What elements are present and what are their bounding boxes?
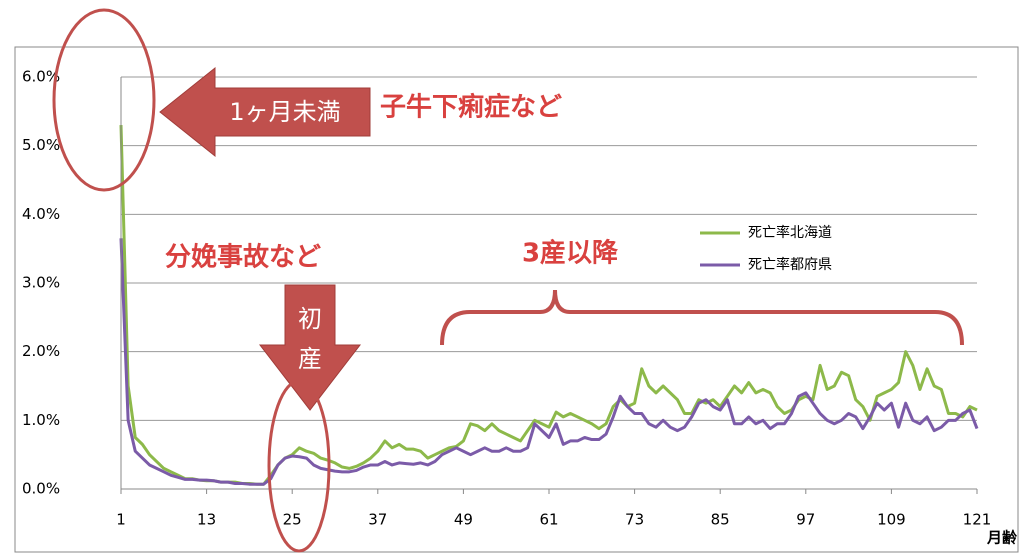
y-tick-label: 0.0% <box>22 480 60 498</box>
down-arrow <box>258 284 362 411</box>
y-tick-label: 1.0% <box>22 411 60 429</box>
axes: 0.0% 1.0% 2.0% 3.0% 4.0% 5.0% 6.0% 1 13 25 37 49 61 7… <box>22 68 1018 547</box>
x-tick-label: 25 <box>283 511 302 529</box>
annotation: 産 <box>298 345 322 373</box>
lines <box>119 125 979 486</box>
x-tick-label: 73 <box>625 511 644 529</box>
x-tick-label: 37 <box>368 511 387 529</box>
series-line <box>119 238 979 486</box>
annotation: 初 <box>298 305 322 333</box>
y-tick-label: 6.0% <box>22 68 60 86</box>
annotation: 3産以降 <box>522 238 619 269</box>
x-tick-label: 85 <box>711 511 730 529</box>
x-tick-label: 61 <box>539 511 558 529</box>
x-tick-label: 121 <box>963 511 992 529</box>
annotation: 1ヶ月未満 <box>229 98 340 126</box>
y-tick-label: 4.0% <box>22 205 60 223</box>
x-tick-label: 49 <box>454 511 473 529</box>
highlight-ellipse <box>52 8 156 192</box>
y-tick-label: 5.0% <box>22 136 60 154</box>
annotation: 子牛下痢症など <box>380 92 562 123</box>
left-arrow <box>159 66 371 158</box>
annotation: 分娩事故など <box>165 243 321 273</box>
x-axis-label: 月齢 <box>986 529 1018 547</box>
y-tick-label: 3.0% <box>22 274 60 292</box>
bracket <box>440 289 964 346</box>
x-tick-label: 1 <box>116 511 126 529</box>
grid <box>121 76 977 490</box>
x-tick-label: 13 <box>197 511 216 529</box>
legend-label: 死亡率都府県 <box>748 256 832 273</box>
highlight-ellipse <box>267 379 331 553</box>
x-tick-label: 97 <box>796 511 815 529</box>
chart-frame <box>14 46 1019 553</box>
y-tick-label: 2.0% <box>22 342 60 360</box>
legend-label: 死亡率北海道 <box>748 224 832 241</box>
x-tick-label: 109 <box>877 511 906 529</box>
